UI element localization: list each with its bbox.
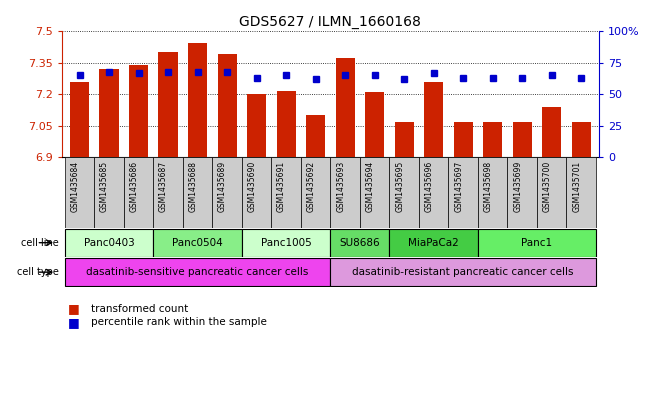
FancyBboxPatch shape: [183, 157, 212, 228]
Text: Panc1: Panc1: [521, 238, 553, 248]
Bar: [277, 91, 296, 157]
Text: SU8686: SU8686: [340, 238, 380, 248]
FancyBboxPatch shape: [301, 157, 330, 228]
FancyBboxPatch shape: [478, 228, 596, 257]
Text: cell line: cell line: [21, 238, 59, 248]
FancyBboxPatch shape: [65, 228, 154, 257]
Bar: [483, 121, 503, 157]
FancyBboxPatch shape: [94, 157, 124, 228]
Text: GSM1435685: GSM1435685: [100, 161, 109, 212]
FancyBboxPatch shape: [360, 157, 389, 228]
Bar: [158, 52, 178, 157]
Bar: [70, 82, 89, 157]
FancyBboxPatch shape: [212, 157, 242, 228]
FancyBboxPatch shape: [419, 157, 449, 228]
FancyBboxPatch shape: [242, 157, 271, 228]
Bar: [572, 121, 591, 157]
Text: GSM1435691: GSM1435691: [277, 161, 286, 212]
Text: Panc1005: Panc1005: [261, 238, 311, 248]
FancyBboxPatch shape: [449, 157, 478, 228]
Bar: [542, 107, 561, 157]
Bar: [129, 65, 148, 157]
FancyBboxPatch shape: [65, 258, 330, 286]
Bar: [217, 55, 237, 157]
Bar: [512, 121, 532, 157]
Text: GSM1435700: GSM1435700: [543, 161, 551, 212]
Text: GSM1435686: GSM1435686: [130, 161, 139, 212]
Text: percentile rank within the sample: percentile rank within the sample: [91, 317, 267, 327]
Text: Panc0403: Panc0403: [84, 238, 135, 248]
Text: GSM1435698: GSM1435698: [484, 161, 493, 212]
Text: dasatinib-sensitive pancreatic cancer cells: dasatinib-sensitive pancreatic cancer ce…: [87, 267, 309, 277]
FancyBboxPatch shape: [537, 157, 566, 228]
Text: GSM1435696: GSM1435696: [424, 161, 434, 212]
Bar: [395, 121, 414, 157]
FancyBboxPatch shape: [330, 258, 596, 286]
Bar: [188, 43, 207, 157]
FancyBboxPatch shape: [389, 228, 478, 257]
FancyBboxPatch shape: [330, 228, 389, 257]
FancyBboxPatch shape: [389, 157, 419, 228]
Text: GSM1435692: GSM1435692: [307, 161, 316, 212]
FancyBboxPatch shape: [507, 157, 537, 228]
Text: GSM1435697: GSM1435697: [454, 161, 463, 212]
Bar: [424, 82, 443, 157]
Bar: [100, 69, 118, 157]
Text: MiaPaCa2: MiaPaCa2: [408, 238, 459, 248]
Bar: [306, 115, 326, 157]
Text: GSM1435690: GSM1435690: [247, 161, 256, 212]
FancyBboxPatch shape: [124, 157, 154, 228]
Text: GSM1435687: GSM1435687: [159, 161, 168, 212]
Text: dasatinib-resistant pancreatic cancer cells: dasatinib-resistant pancreatic cancer ce…: [352, 267, 574, 277]
Bar: [365, 92, 384, 157]
FancyBboxPatch shape: [478, 157, 507, 228]
FancyBboxPatch shape: [330, 157, 360, 228]
Text: Panc0504: Panc0504: [173, 238, 223, 248]
Text: GSM1435695: GSM1435695: [395, 161, 404, 212]
Bar: [247, 94, 266, 157]
FancyBboxPatch shape: [154, 228, 242, 257]
FancyBboxPatch shape: [154, 157, 183, 228]
Text: ■: ■: [68, 302, 80, 315]
Bar: [335, 58, 355, 157]
Text: GSM1435688: GSM1435688: [189, 161, 198, 212]
Text: GSM1435693: GSM1435693: [336, 161, 345, 212]
Text: GSM1435701: GSM1435701: [572, 161, 581, 212]
Title: GDS5627 / ILMN_1660168: GDS5627 / ILMN_1660168: [240, 15, 421, 29]
Text: GSM1435689: GSM1435689: [218, 161, 227, 212]
Text: GSM1435694: GSM1435694: [366, 161, 374, 212]
Text: GSM1435699: GSM1435699: [513, 161, 522, 212]
Text: GSM1435684: GSM1435684: [70, 161, 79, 212]
FancyBboxPatch shape: [271, 157, 301, 228]
FancyBboxPatch shape: [566, 157, 596, 228]
Bar: [454, 121, 473, 157]
Text: transformed count: transformed count: [91, 303, 188, 314]
Text: ■: ■: [68, 316, 80, 329]
FancyBboxPatch shape: [242, 228, 330, 257]
Text: cell type: cell type: [17, 267, 59, 277]
FancyBboxPatch shape: [65, 157, 94, 228]
